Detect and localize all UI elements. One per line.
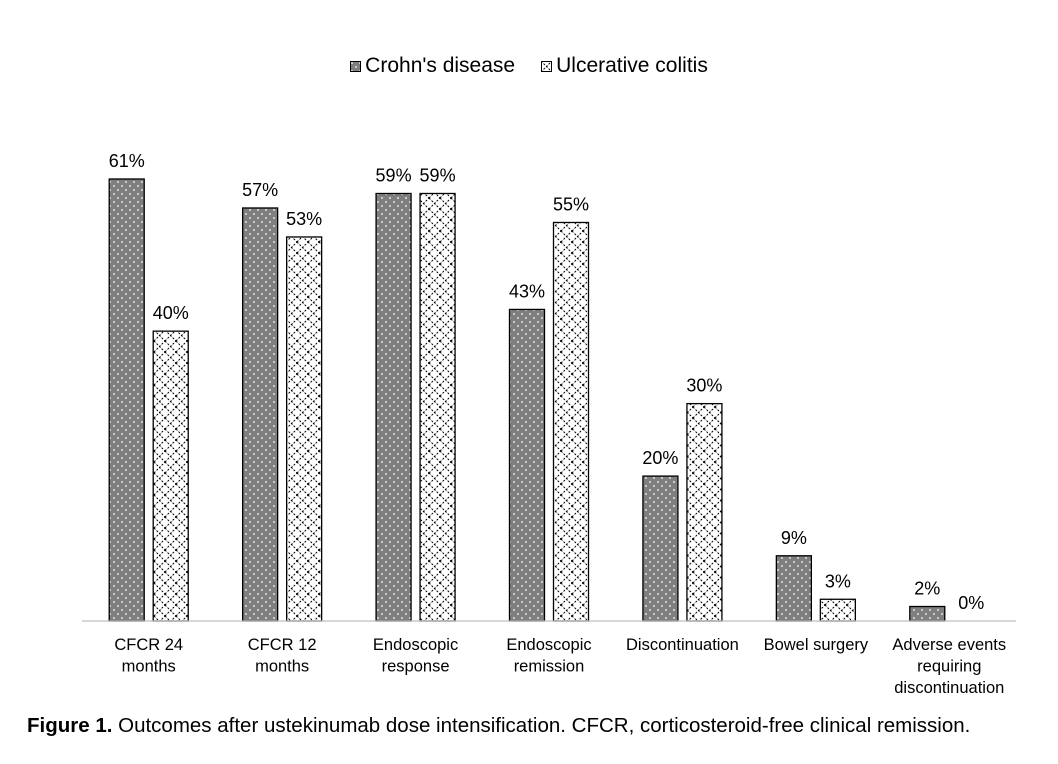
bar-crohns-5 xyxy=(775,555,813,622)
figure-caption-text: Outcomes after ustekinumab dose intensif… xyxy=(112,714,971,737)
bar-crohns-4 xyxy=(642,475,679,622)
bar-uc-0 xyxy=(152,330,189,622)
category-label-line: remission xyxy=(514,658,585,676)
data-label-crohns-6: 2% xyxy=(914,579,940,599)
bar-uc-4 xyxy=(686,402,723,622)
bars-layer xyxy=(108,178,946,622)
category-label-line: response xyxy=(382,658,450,676)
data-label-crohns-2: 59% xyxy=(376,165,412,185)
category-label-5: Bowel surgery xyxy=(764,636,869,654)
category-label-6: Adverse events requiring discontinuation xyxy=(892,636,1006,697)
data-label-crohns-1: 57% xyxy=(242,180,278,200)
data-label-crohns-0: 61% xyxy=(109,151,145,171)
data-label-uc-5: 3% xyxy=(825,571,851,591)
category-label-0: CFCR 24 months xyxy=(114,636,183,676)
data-label-crohns-5: 9% xyxy=(781,528,807,548)
category-label-line: Endoscopic xyxy=(373,636,458,654)
legend-swatch-crohns xyxy=(350,60,362,72)
legend-label-crohns: Crohn's disease xyxy=(365,54,516,77)
bar-crohns-3 xyxy=(508,308,546,622)
category-label-line: Endoscopic xyxy=(506,636,591,654)
figure-caption: Figure 1. Outcomes after ustekinumab dos… xyxy=(27,714,970,738)
bar-crohns-0 xyxy=(108,178,145,622)
legend-item-uc: Ulcerative colitis xyxy=(541,54,708,78)
figure-caption-label: Figure 1. xyxy=(27,714,113,737)
bar-uc-2 xyxy=(419,192,456,622)
data-label-uc-0: 40% xyxy=(153,303,189,323)
category-label-line: CFCR 24 xyxy=(114,636,183,654)
data-label-crohns-4: 20% xyxy=(642,448,678,468)
category-label-line: months xyxy=(255,658,309,676)
bar-uc-1 xyxy=(285,236,323,622)
category-label-line: Discontinuation xyxy=(626,636,739,654)
data-label-uc-6: 0% xyxy=(958,593,984,613)
category-label-2: Endoscopic response xyxy=(373,636,458,676)
category-label-1: CFCR 12 months xyxy=(248,636,317,676)
category-label-line: discontinuation xyxy=(894,679,1004,697)
category-label-4: Discontinuation xyxy=(626,636,739,654)
data-label-uc-1: 53% xyxy=(286,209,322,229)
bar-crohns-6 xyxy=(909,605,946,622)
category-label-line: Bowel surgery xyxy=(764,636,869,654)
category-label-3: Endoscopic remission xyxy=(506,636,591,676)
data-label-crohns-3: 43% xyxy=(509,281,545,301)
data-label-uc-2: 59% xyxy=(420,165,456,185)
category-label-line: requiring xyxy=(917,658,981,676)
category-labels-layer: CFCR 24 months CFCR 12 months Endoscopic resp… xyxy=(114,636,1006,697)
chart-legend: Crohn's disease Ulcerative colitis xyxy=(0,54,1058,78)
bar-uc-5 xyxy=(819,598,857,622)
data-label-uc-4: 30% xyxy=(686,376,722,396)
legend-swatch-uc xyxy=(541,60,553,72)
bar-uc-3 xyxy=(552,221,590,622)
category-label-line: months xyxy=(122,658,176,676)
legend-label-uc: Ulcerative colitis xyxy=(556,54,708,77)
category-label-line: CFCR 12 xyxy=(248,636,317,654)
category-label-line: Adverse events xyxy=(892,636,1006,654)
data-labels-layer: 61% 40% 57% 53% 59% 59% 43% 55% 20% 30% 9% 3% 2% 0% xyxy=(109,151,985,613)
bar-crohns-2 xyxy=(375,192,412,622)
bar-crohns-1 xyxy=(241,207,279,622)
data-label-uc-3: 55% xyxy=(553,194,589,214)
legend-item-crohns: Crohn's disease xyxy=(350,54,515,78)
